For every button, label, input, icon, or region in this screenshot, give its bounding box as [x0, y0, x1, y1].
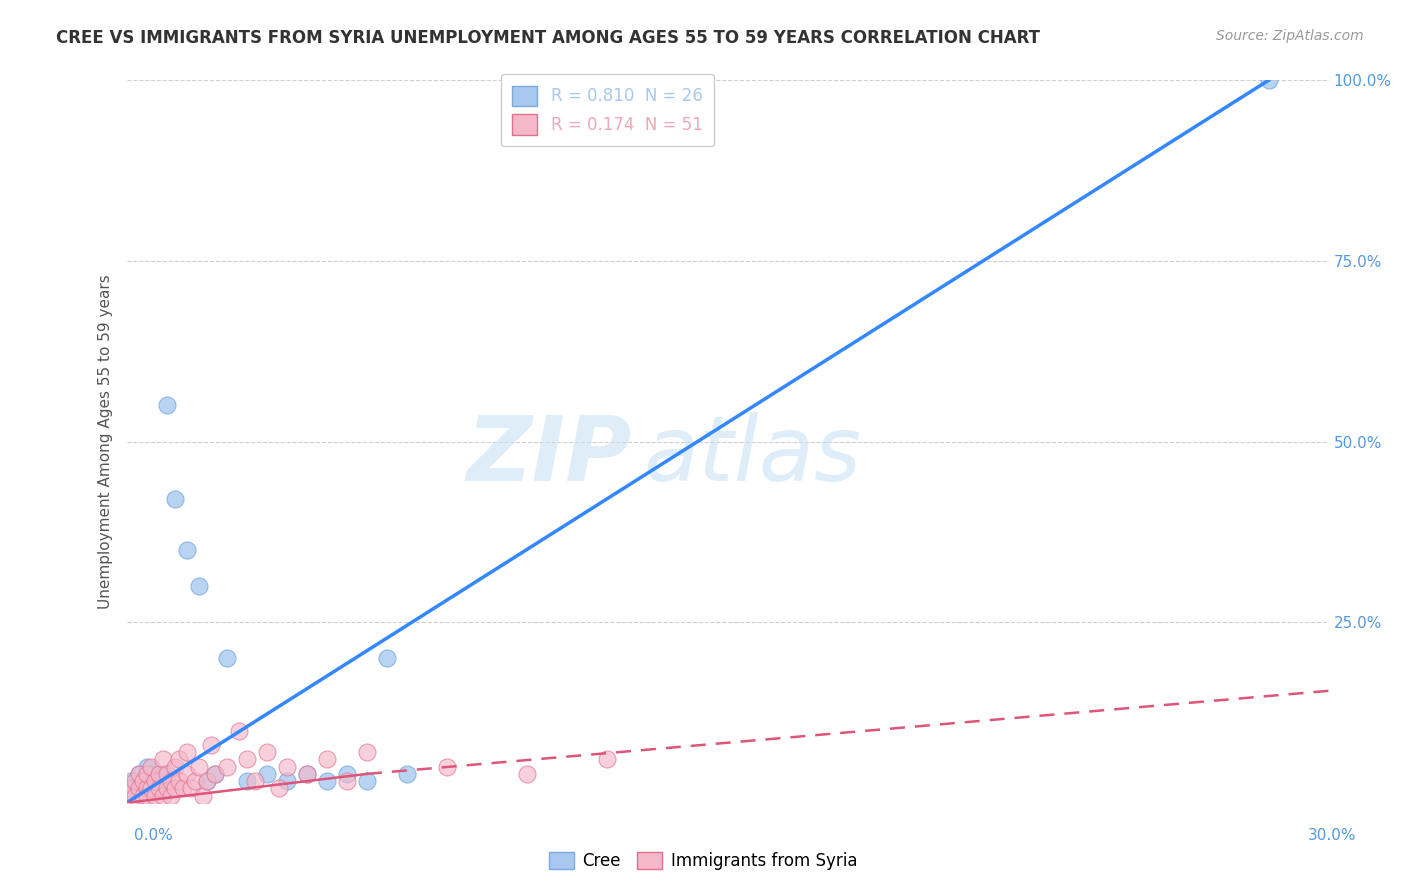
Text: 30.0%: 30.0% [1309, 829, 1357, 843]
Text: ZIP: ZIP [467, 412, 631, 500]
Point [336, 774, 359, 789]
Point [124, 789, 146, 803]
Point [148, 781, 170, 796]
Point [120, 781, 142, 796]
Point [135, 789, 157, 803]
Point [267, 781, 290, 796]
Text: CREE VS IMMIGRANTS FROM SYRIA UNEMPLOYMENT AMONG AGES 55 TO 59 YEARS CORRELATION: CREE VS IMMIGRANTS FROM SYRIA UNEMPLOYME… [56, 29, 1040, 46]
Point [124, 781, 146, 796]
Point [159, 789, 181, 803]
Point [315, 752, 337, 766]
Point [128, 767, 150, 781]
Y-axis label: Unemployment Among Ages 55 to 59 years: Unemployment Among Ages 55 to 59 years [97, 274, 112, 609]
Point [152, 789, 174, 803]
Point [131, 774, 153, 789]
Point [143, 774, 166, 789]
Point [148, 767, 170, 781]
Point [135, 760, 157, 774]
Point [163, 492, 186, 507]
Point [120, 774, 142, 789]
Point [172, 781, 194, 796]
Point [276, 774, 298, 789]
Point [131, 789, 153, 803]
Point [295, 767, 318, 781]
Point [396, 767, 419, 781]
Point [148, 781, 170, 796]
Point [139, 781, 162, 796]
Point [135, 781, 157, 796]
Point [228, 723, 250, 738]
Point [139, 767, 162, 781]
Point [176, 745, 198, 759]
Point [256, 767, 278, 781]
Point [131, 774, 153, 789]
Point [176, 767, 198, 781]
Text: atlas: atlas [644, 412, 862, 500]
Point [135, 767, 157, 781]
Point [235, 774, 259, 789]
Point [180, 781, 202, 796]
Point [187, 760, 209, 774]
Point [155, 767, 177, 781]
Legend: Cree, Immigrants from Syria: Cree, Immigrants from Syria [543, 845, 863, 877]
Point [356, 745, 378, 759]
Point [204, 767, 226, 781]
Point [143, 774, 166, 789]
Point [295, 767, 318, 781]
Point [375, 651, 398, 665]
Point [167, 774, 190, 789]
Point [115, 789, 138, 803]
Point [124, 774, 146, 789]
Point [176, 542, 198, 557]
Point [436, 760, 458, 774]
Point [191, 789, 214, 803]
Point [204, 767, 226, 781]
Point [128, 767, 150, 781]
Point [143, 789, 166, 803]
Point [155, 781, 177, 796]
Point [187, 579, 209, 593]
Point [315, 774, 337, 789]
Text: 0.0%: 0.0% [134, 829, 173, 843]
Point [159, 774, 181, 789]
Point [200, 738, 222, 752]
Legend: R = 0.810  N = 26, R = 0.174  N = 51: R = 0.810 N = 26, R = 0.174 N = 51 [501, 74, 714, 146]
Point [596, 752, 619, 766]
Point [128, 781, 150, 796]
Point [215, 760, 238, 774]
Point [183, 774, 205, 789]
Point [235, 752, 259, 766]
Point [152, 767, 174, 781]
Point [1257, 73, 1279, 87]
Point [139, 760, 162, 774]
Point [195, 774, 218, 789]
Point [155, 398, 177, 412]
Point [167, 752, 190, 766]
Point [163, 760, 186, 774]
Point [356, 774, 378, 789]
Point [256, 745, 278, 759]
Point [243, 774, 266, 789]
Point [163, 781, 186, 796]
Point [516, 767, 538, 781]
Point [195, 774, 218, 789]
Point [215, 651, 238, 665]
Point [152, 752, 174, 766]
Point [336, 767, 359, 781]
Point [276, 760, 298, 774]
Text: Source: ZipAtlas.com: Source: ZipAtlas.com [1216, 29, 1364, 43]
